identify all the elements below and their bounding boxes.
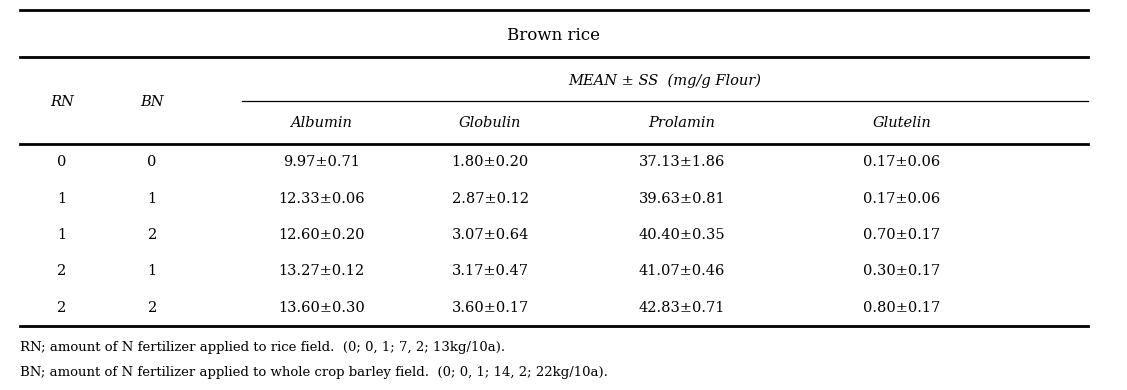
Text: 41.07±0.46: 41.07±0.46 (639, 264, 725, 278)
Text: BN: BN (141, 95, 163, 109)
Text: 39.63±0.81: 39.63±0.81 (639, 192, 725, 206)
Text: 0: 0 (57, 156, 66, 169)
Text: Globulin: Globulin (459, 116, 522, 130)
Text: 0.17±0.06: 0.17±0.06 (863, 192, 940, 206)
Text: Glutelin: Glutelin (872, 116, 931, 130)
Text: 2.87±0.12: 2.87±0.12 (452, 192, 529, 206)
Text: RN; amount of N fertilizer applied to rice field.  (0; 0, 1; 7, 2; 13kg/10a).: RN; amount of N fertilizer applied to ri… (20, 340, 505, 354)
Text: Brown rice: Brown rice (507, 27, 601, 44)
Text: 3.60±0.17: 3.60±0.17 (452, 301, 529, 314)
Text: Albumin: Albumin (291, 116, 352, 130)
Text: 9.97±0.71: 9.97±0.71 (283, 156, 360, 169)
Text: 0.17±0.06: 0.17±0.06 (863, 156, 940, 169)
Text: 3.17±0.47: 3.17±0.47 (452, 264, 529, 278)
Text: 2: 2 (57, 264, 66, 278)
Text: MEAN ± SS  (mg/g Flour): MEAN ± SS (mg/g Flour) (568, 74, 762, 88)
Text: 1: 1 (148, 192, 157, 206)
Text: 3.07±0.64: 3.07±0.64 (452, 228, 529, 242)
Text: 12.33±0.06: 12.33±0.06 (278, 192, 364, 206)
Text: 37.13±1.86: 37.13±1.86 (639, 156, 725, 169)
Text: BN; amount of N fertilizer applied to whole crop barley field.  (0; 0, 1; 14, 2;: BN; amount of N fertilizer applied to wh… (20, 366, 609, 379)
Text: RN: RN (50, 95, 74, 109)
Text: 1.80±0.20: 1.80±0.20 (452, 156, 529, 169)
Text: 13.60±0.30: 13.60±0.30 (278, 301, 364, 314)
Text: 1: 1 (57, 192, 66, 206)
Text: 12.60±0.20: 12.60±0.20 (278, 228, 364, 242)
Text: 1: 1 (148, 264, 157, 278)
Text: 0: 0 (148, 156, 157, 169)
Text: 0.80±0.17: 0.80±0.17 (863, 301, 940, 314)
Text: 0.70±0.17: 0.70±0.17 (863, 228, 940, 242)
Text: 2: 2 (57, 301, 66, 314)
Text: 42.83±0.71: 42.83±0.71 (639, 301, 725, 314)
Text: 1: 1 (57, 228, 66, 242)
Text: Prolamin: Prolamin (648, 116, 716, 130)
Text: 2: 2 (148, 228, 157, 242)
Text: 40.40±0.35: 40.40±0.35 (639, 228, 725, 242)
Text: 13.27±0.12: 13.27±0.12 (278, 264, 364, 278)
Text: 2: 2 (148, 301, 157, 314)
Text: 0.30±0.17: 0.30±0.17 (863, 264, 940, 278)
